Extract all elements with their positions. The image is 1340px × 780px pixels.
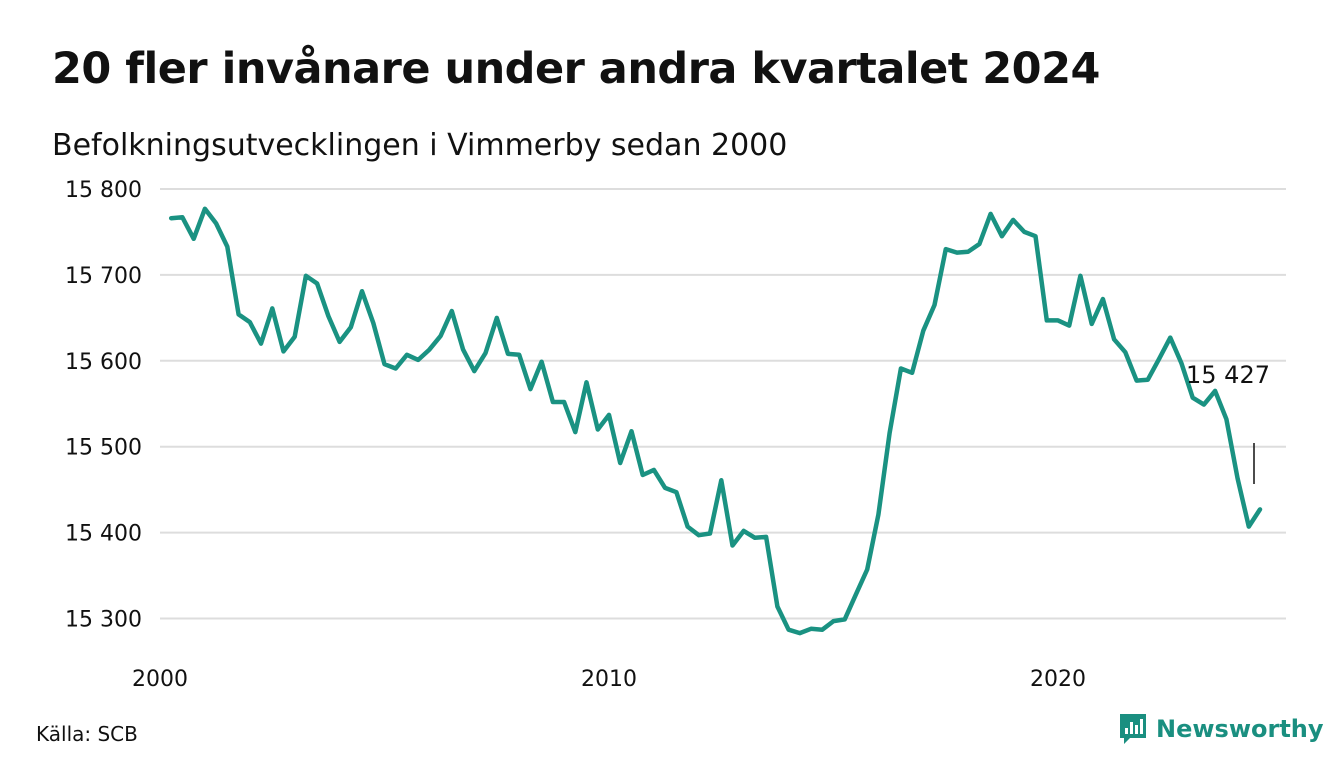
brand-logo[interactable]: Newsworthy — [1118, 712, 1324, 746]
y-tick-label: 15 500 — [65, 436, 142, 461]
source-note: Källa: SCB — [36, 722, 138, 746]
brand-name: Newsworthy — [1156, 715, 1324, 743]
y-tick-label: 15 600 — [65, 350, 142, 375]
last-value-label: 15 427 — [1186, 361, 1270, 389]
newsworthy-logo-icon — [1120, 714, 1146, 744]
chart-title: 20 fler invånare under andra kvartalet 2… — [52, 44, 1100, 94]
y-tick-label: 15 300 — [65, 608, 142, 633]
x-tick-label: 2020 — [1030, 667, 1086, 692]
y-tick-label: 15 800 — [65, 178, 142, 203]
x-tick-label: 2000 — [132, 667, 188, 692]
chart-subtitle: Befolkningsutvecklingen i Vimmerby sedan… — [52, 128, 788, 163]
series-line — [168, 206, 1263, 636]
y-tick-label: 15 400 — [65, 522, 142, 547]
x-tick-label: 2010 — [581, 667, 637, 692]
y-tick-label: 15 700 — [65, 264, 142, 289]
